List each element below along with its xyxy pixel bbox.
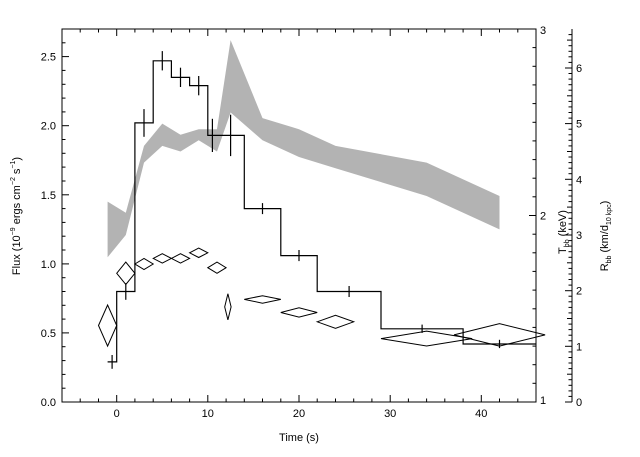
tbb-axis-title-main: T — [557, 247, 569, 254]
rbb-tick-label-2: 2 — [576, 286, 582, 298]
rbb-axis-title: Rbb (km/d10 kpc) — [599, 201, 613, 272]
tbb-diamond-1 — [116, 261, 136, 286]
x-tick-label-10: 10 — [202, 408, 214, 420]
rbb-tick-label-0: 0 — [576, 397, 582, 409]
tbb-diamond-5 — [188, 247, 209, 259]
flux-axis-title-suffix: ) — [11, 157, 23, 161]
rbb-axis-title-sub: bb — [606, 255, 613, 263]
rbb-axis-title-main: R — [599, 263, 611, 271]
flux-layer — [107, 51, 536, 369]
tbb-diamond-6 — [206, 261, 228, 274]
tbb-axis-title: Tbb (keV) — [557, 210, 571, 254]
flux-axis-title: Flux (10−9 ergs cm−2 s−1) — [10, 157, 23, 275]
plot-frame — [61, 28, 537, 403]
flux-axis-title-mid2: s — [11, 168, 23, 177]
rbb-axis-title-unit-end: ) — [599, 201, 611, 205]
rbb-tick-label-6: 6 — [576, 63, 582, 75]
rbb-band — [107, 40, 500, 258]
tbb-axis-title-unit: (keV) — [557, 210, 569, 239]
x-tick-label-30: 30 — [384, 408, 396, 420]
flux-axis-title-exp2: −2 — [10, 177, 17, 185]
flux-tick-label-2.5: 2.5 — [41, 52, 56, 64]
tbb-diamond-3 — [152, 253, 173, 264]
tbb-diamond-12 — [453, 323, 546, 347]
tbb-tick-label-3: 3 — [540, 25, 546, 37]
rbb-tick-label-3: 3 — [576, 230, 582, 242]
flux-tick-label-0.5: 0.5 — [41, 328, 56, 340]
flux-axis-title-exp1: −9 — [10, 227, 17, 235]
tbb-diamond-2 — [133, 257, 155, 271]
tbb-diamond-8 — [244, 295, 281, 304]
flux-tick-label-1.5: 1.5 — [41, 190, 56, 202]
tbb-axis-title-sub: bb — [564, 239, 571, 247]
tbb-diamond-9 — [280, 307, 318, 318]
flux-tick-label-1.0: 1.0 — [41, 259, 56, 271]
tbb-diamond-7 — [224, 293, 232, 321]
x-axis-title: Time (s) — [279, 432, 319, 444]
rbb-tick-label-4: 4 — [576, 174, 582, 186]
flux-tick-label-2.0: 2.0 — [41, 121, 56, 133]
tbb-diamond-0 — [97, 303, 118, 348]
rbb-tick-label-5: 5 — [576, 119, 582, 131]
rbb-axis-title-unit-start: (km/d — [599, 225, 611, 256]
x-tick-label-0: 0 — [114, 408, 120, 420]
tbb-diamond-10 — [315, 314, 356, 329]
x-tick-label-40: 40 — [475, 408, 487, 420]
tbb-diamond-layer — [97, 247, 546, 348]
tbb-tick-label-2: 2 — [540, 211, 546, 223]
flux-axis-title-mid1: ergs cm — [11, 185, 23, 227]
tbb-tick-label-1: 1 — [540, 395, 546, 407]
tbb-diamond-4 — [170, 253, 191, 264]
rbb-band-layer — [107, 40, 500, 258]
tbb-diamond-11 — [380, 330, 473, 347]
flux-tick-label-0.0: 0.0 — [41, 397, 56, 409]
flux-axis-title-prefix: (10 — [11, 235, 23, 251]
flux-axis-title-main: Flux — [11, 254, 23, 275]
x-tick-label-20: 20 — [293, 408, 305, 420]
rbb-axis-title-unit-sub: 10 kpc — [606, 204, 613, 225]
rbb-tick-label-1: 1 — [576, 341, 582, 353]
flux-step-line — [107, 60, 536, 363]
flux-axis-title-exp3: −1 — [10, 161, 17, 169]
